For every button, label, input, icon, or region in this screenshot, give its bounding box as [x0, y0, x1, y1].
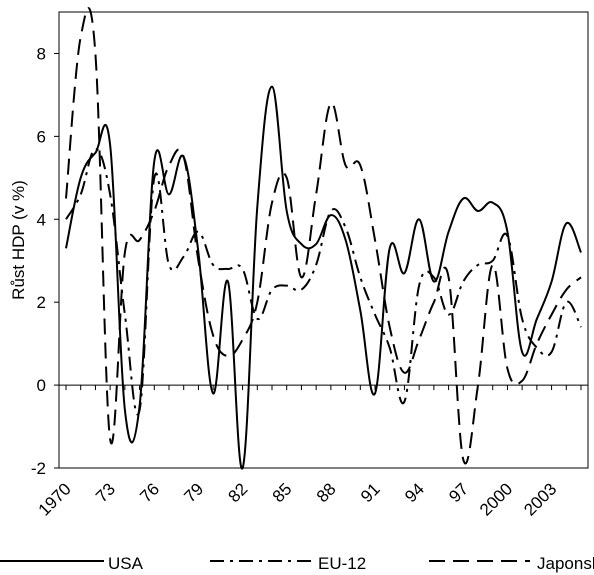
y-tick-label: -2 — [31, 459, 46, 478]
series-line-usa — [65, 85, 582, 470]
y-tick-label: 6 — [37, 127, 46, 146]
x-tick-label: 94 — [401, 479, 428, 506]
x-tick-label: 97 — [445, 479, 472, 506]
x-tick-label: 79 — [180, 479, 207, 506]
labels-layer: -2 0 2 4 6 8 1970 73 76 79 82 85 88 91 94 97 2000 2003 Růs… — [9, 44, 560, 519]
x-tick-label: 1970 — [35, 479, 75, 519]
y-tick-label: 2 — [37, 293, 46, 312]
y-tick-label: 0 — [37, 376, 46, 395]
x-tick-label: 76 — [136, 479, 163, 506]
x-tick-label: 91 — [357, 479, 384, 506]
legend-label: USA — [108, 554, 144, 573]
x-tick-label: 73 — [92, 479, 119, 506]
legend: USA EU-12 Japonsko — [0, 554, 594, 573]
x-tick-label: 85 — [269, 479, 296, 506]
x-tick-label: 2003 — [520, 479, 560, 519]
y-tick-label: 8 — [37, 44, 46, 63]
x-tick-label: 2000 — [476, 479, 516, 519]
axes — [54, 11, 589, 469]
x-tick-label: 88 — [313, 479, 340, 506]
x-tick-label: 82 — [225, 479, 252, 506]
plot-frame — [58, 11, 589, 469]
y-axis-title: Růst HDP (v %) — [9, 180, 28, 300]
series-line-eu-12 — [65, 147, 582, 416]
y-tick-label: 4 — [37, 210, 46, 229]
legend-label: EU-12 — [318, 554, 366, 573]
series-line-japonsko — [65, 7, 582, 465]
series-layer — [65, 7, 582, 470]
legend-label: Japonsko — [537, 554, 594, 573]
